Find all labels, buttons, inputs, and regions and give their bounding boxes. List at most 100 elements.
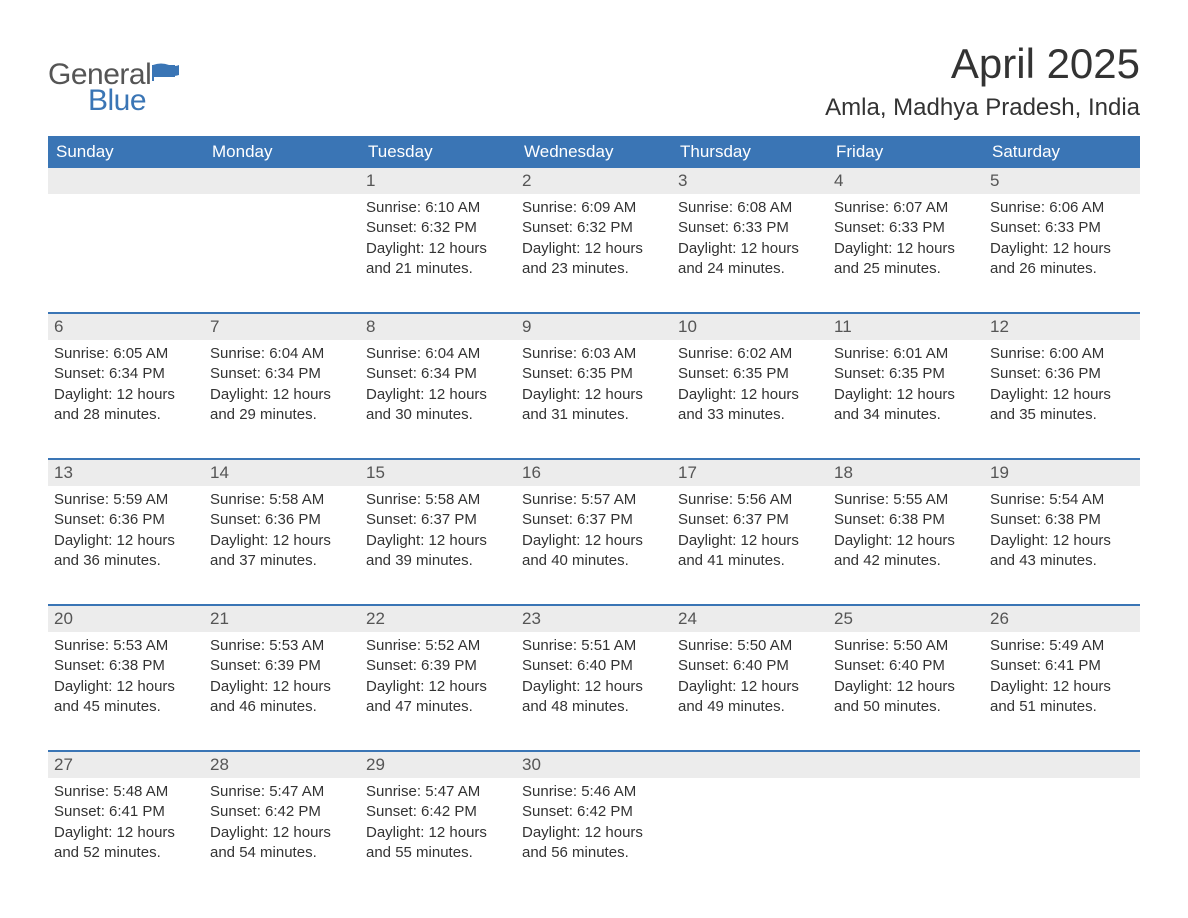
sunset-text: Sunset: 6:34 PM xyxy=(54,364,198,384)
sunrise-text: Sunrise: 6:04 AM xyxy=(366,344,510,364)
sunrise-text: Sunrise: 5:59 AM xyxy=(54,490,198,510)
daylight-text: Daylight: 12 hours and 41 minutes. xyxy=(678,531,822,572)
daylight-text: Daylight: 12 hours and 21 minutes. xyxy=(366,239,510,280)
daylight-text: Daylight: 12 hours and 51 minutes. xyxy=(990,677,1134,718)
day-number: 12 xyxy=(984,314,1140,340)
day-cell: 19Sunrise: 5:54 AMSunset: 6:38 PMDayligh… xyxy=(984,460,1140,604)
sunset-text: Sunset: 6:35 PM xyxy=(834,364,978,384)
day-number: 11 xyxy=(828,314,984,340)
day-cell: 20Sunrise: 5:53 AMSunset: 6:38 PMDayligh… xyxy=(48,606,204,750)
day-header: Monday xyxy=(204,136,360,168)
day-detail: Sunrise: 6:07 AMSunset: 6:33 PMDaylight:… xyxy=(828,194,984,279)
day-cell: 24Sunrise: 5:50 AMSunset: 6:40 PMDayligh… xyxy=(672,606,828,750)
sunrise-text: Sunrise: 5:51 AM xyxy=(522,636,666,656)
location-subtitle: Amla, Madhya Pradesh, India xyxy=(825,94,1140,122)
day-cell: 3Sunrise: 6:08 AMSunset: 6:33 PMDaylight… xyxy=(672,168,828,312)
day-number: 13 xyxy=(48,460,204,486)
daylight-text: Daylight: 12 hours and 47 minutes. xyxy=(366,677,510,718)
sunset-text: Sunset: 6:33 PM xyxy=(990,218,1134,238)
sunset-text: Sunset: 6:32 PM xyxy=(366,218,510,238)
day-header: Friday xyxy=(828,136,984,168)
sunrise-text: Sunrise: 5:57 AM xyxy=(522,490,666,510)
sunset-text: Sunset: 6:33 PM xyxy=(834,218,978,238)
sunset-text: Sunset: 6:33 PM xyxy=(678,218,822,238)
brand-word2: Blue xyxy=(88,84,221,118)
daylight-text: Daylight: 12 hours and 55 minutes. xyxy=(366,823,510,864)
brand-logo: General Blue xyxy=(48,58,181,126)
day-cell: 1Sunrise: 6:10 AMSunset: 6:32 PMDaylight… xyxy=(360,168,516,312)
sunrise-text: Sunrise: 5:58 AM xyxy=(366,490,510,510)
day-number: 17 xyxy=(672,460,828,486)
day-detail: Sunrise: 5:59 AMSunset: 6:36 PMDaylight:… xyxy=(48,486,204,571)
day-cell xyxy=(204,168,360,312)
day-cell xyxy=(672,752,828,896)
day-number: 21 xyxy=(204,606,360,632)
day-number: 29 xyxy=(360,752,516,778)
sunset-text: Sunset: 6:40 PM xyxy=(678,656,822,676)
day-detail: Sunrise: 5:58 AMSunset: 6:37 PMDaylight:… xyxy=(360,486,516,571)
daylight-text: Daylight: 12 hours and 46 minutes. xyxy=(210,677,354,718)
sunrise-text: Sunrise: 6:01 AM xyxy=(834,344,978,364)
day-number: 1 xyxy=(360,168,516,194)
day-number xyxy=(828,752,984,778)
day-number: 20 xyxy=(48,606,204,632)
day-header: Tuesday xyxy=(360,136,516,168)
day-detail: Sunrise: 6:04 AMSunset: 6:34 PMDaylight:… xyxy=(360,340,516,425)
flag-icon xyxy=(151,61,181,85)
sunset-text: Sunset: 6:39 PM xyxy=(366,656,510,676)
sunrise-text: Sunrise: 5:53 AM xyxy=(54,636,198,656)
daylight-text: Daylight: 12 hours and 39 minutes. xyxy=(366,531,510,572)
sunrise-text: Sunrise: 5:54 AM xyxy=(990,490,1134,510)
sunset-text: Sunset: 6:41 PM xyxy=(990,656,1134,676)
day-cell: 29Sunrise: 5:47 AMSunset: 6:42 PMDayligh… xyxy=(360,752,516,896)
daylight-text: Daylight: 12 hours and 28 minutes. xyxy=(54,385,198,426)
day-detail: Sunrise: 5:54 AMSunset: 6:38 PMDaylight:… xyxy=(984,486,1140,571)
sunrise-text: Sunrise: 5:50 AM xyxy=(834,636,978,656)
day-detail: Sunrise: 6:01 AMSunset: 6:35 PMDaylight:… xyxy=(828,340,984,425)
day-header: Thursday xyxy=(672,136,828,168)
day-number: 16 xyxy=(516,460,672,486)
day-cell: 25Sunrise: 5:50 AMSunset: 6:40 PMDayligh… xyxy=(828,606,984,750)
sunset-text: Sunset: 6:39 PM xyxy=(210,656,354,676)
daylight-text: Daylight: 12 hours and 36 minutes. xyxy=(54,531,198,572)
day-cell: 28Sunrise: 5:47 AMSunset: 6:42 PMDayligh… xyxy=(204,752,360,896)
daylight-text: Daylight: 12 hours and 45 minutes. xyxy=(54,677,198,718)
daylight-text: Daylight: 12 hours and 30 minutes. xyxy=(366,385,510,426)
day-detail: Sunrise: 6:04 AMSunset: 6:34 PMDaylight:… xyxy=(204,340,360,425)
sunset-text: Sunset: 6:37 PM xyxy=(678,510,822,530)
sunrise-text: Sunrise: 6:09 AM xyxy=(522,198,666,218)
day-detail: Sunrise: 5:52 AMSunset: 6:39 PMDaylight:… xyxy=(360,632,516,717)
daylight-text: Daylight: 12 hours and 54 minutes. xyxy=(210,823,354,864)
day-detail: Sunrise: 5:47 AMSunset: 6:42 PMDaylight:… xyxy=(204,778,360,863)
day-detail: Sunrise: 5:57 AMSunset: 6:37 PMDaylight:… xyxy=(516,486,672,571)
day-cell: 22Sunrise: 5:52 AMSunset: 6:39 PMDayligh… xyxy=(360,606,516,750)
day-cell: 26Sunrise: 5:49 AMSunset: 6:41 PMDayligh… xyxy=(984,606,1140,750)
daylight-text: Daylight: 12 hours and 35 minutes. xyxy=(990,385,1134,426)
day-number: 25 xyxy=(828,606,984,632)
day-cell: 4Sunrise: 6:07 AMSunset: 6:33 PMDaylight… xyxy=(828,168,984,312)
calendar-grid: SundayMondayTuesdayWednesdayThursdayFrid… xyxy=(48,136,1140,896)
day-detail: Sunrise: 5:51 AMSunset: 6:40 PMDaylight:… xyxy=(516,632,672,717)
sunset-text: Sunset: 6:38 PM xyxy=(990,510,1134,530)
day-cell: 30Sunrise: 5:46 AMSunset: 6:42 PMDayligh… xyxy=(516,752,672,896)
daylight-text: Daylight: 12 hours and 40 minutes. xyxy=(522,531,666,572)
day-cell: 18Sunrise: 5:55 AMSunset: 6:38 PMDayligh… xyxy=(828,460,984,604)
daylight-text: Daylight: 12 hours and 49 minutes. xyxy=(678,677,822,718)
day-detail: Sunrise: 5:48 AMSunset: 6:41 PMDaylight:… xyxy=(48,778,204,863)
day-number: 18 xyxy=(828,460,984,486)
day-cell: 8Sunrise: 6:04 AMSunset: 6:34 PMDaylight… xyxy=(360,314,516,458)
day-detail: Sunrise: 6:00 AMSunset: 6:36 PMDaylight:… xyxy=(984,340,1140,425)
day-number: 30 xyxy=(516,752,672,778)
sunrise-text: Sunrise: 5:47 AM xyxy=(210,782,354,802)
title-block: April 2025 Amla, Madhya Pradesh, India xyxy=(825,40,1140,122)
day-number: 15 xyxy=(360,460,516,486)
sunrise-text: Sunrise: 5:46 AM xyxy=(522,782,666,802)
day-cell: 6Sunrise: 6:05 AMSunset: 6:34 PMDaylight… xyxy=(48,314,204,458)
daylight-text: Daylight: 12 hours and 26 minutes. xyxy=(990,239,1134,280)
day-number: 22 xyxy=(360,606,516,632)
day-number: 5 xyxy=(984,168,1140,194)
day-cell: 7Sunrise: 6:04 AMSunset: 6:34 PMDaylight… xyxy=(204,314,360,458)
day-cell xyxy=(48,168,204,312)
page-header: General Blue April 2025 Amla, Madhya Pra… xyxy=(48,40,1140,122)
day-number xyxy=(672,752,828,778)
